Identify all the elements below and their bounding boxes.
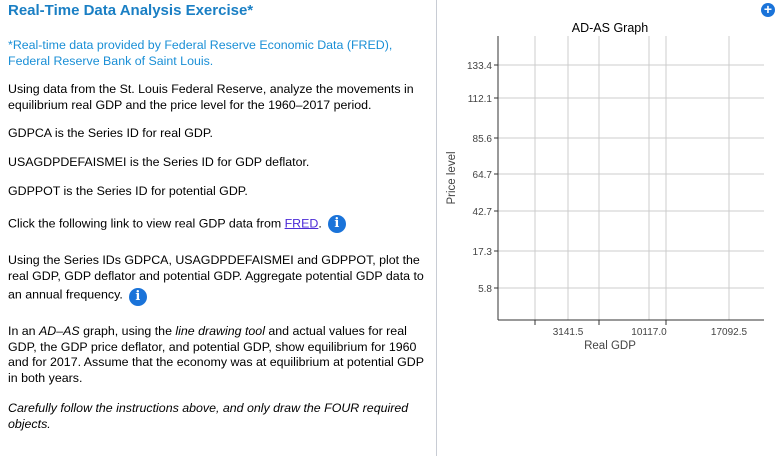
x-tick-label: 10117.0 (631, 327, 667, 338)
x-tick-label: 17092.5 (711, 327, 748, 338)
exercise-title: Real-Time Data Analysis Exercise* (8, 2, 254, 19)
link-prefix: Click the following link to view real GD… (8, 216, 285, 231)
text: In an (8, 324, 40, 338)
plot-instructions: Using the Series IDs GDPCA, USAGDPDEFAIS… (8, 253, 433, 306)
y-tick-label: 85.6 (473, 134, 493, 145)
info-icon[interactable]: i (327, 215, 346, 233)
caution-text: Carefully follow the instructions above,… (8, 401, 409, 431)
text: AD–AS (39, 324, 80, 338)
text: graph, using the (79, 324, 176, 338)
text: and actual values for real GDP, the GDP … (8, 324, 424, 385)
y-tick-label: 5.8 (478, 284, 492, 295)
y-axis-label: Price level (446, 151, 458, 204)
source-note: *Real-time data provided by Federal Rese… (8, 38, 393, 68)
series-gdppot: GDPPOT is the Series ID for potential GD… (8, 184, 248, 198)
y-tick-label: 42.7 (473, 207, 493, 218)
y-tick-label: 64.7 (473, 170, 493, 181)
x-tick-label: 3141.5 (553, 327, 584, 338)
series-gdpca: GDPCA is the Series ID for real GDP. (8, 126, 213, 140)
text: line drawing tool (175, 324, 265, 338)
y-tick-label: 17.3 (473, 247, 493, 258)
zoom-in-icon[interactable]: + (761, 2, 775, 17)
panel-divider (436, 0, 437, 456)
y-tick-label: 133.4 (467, 61, 492, 72)
info-icon[interactable]: i (128, 288, 147, 306)
fred-link-text: Click the following link to view real GD… (8, 215, 433, 233)
intro-text: Using data from the St. Louis Federal Re… (8, 82, 414, 112)
x-axis-label: Real GDP (584, 340, 636, 352)
link-suffix: . (318, 216, 322, 231)
graph-instructions: In an AD–AS graph, using the line drawin… (8, 324, 433, 386)
plot-instructions-text: Using the Series IDs GDPCA, USAGDPDEFAIS… (8, 253, 424, 302)
fred-link[interactable]: FRED (284, 216, 319, 231)
chart-title: AD-AS Graph (572, 21, 648, 35)
y-tick-label: 112.1 (468, 94, 493, 105)
series-deflator: USAGDPDEFAISMEI is the Series ID for GDP… (8, 155, 310, 169)
